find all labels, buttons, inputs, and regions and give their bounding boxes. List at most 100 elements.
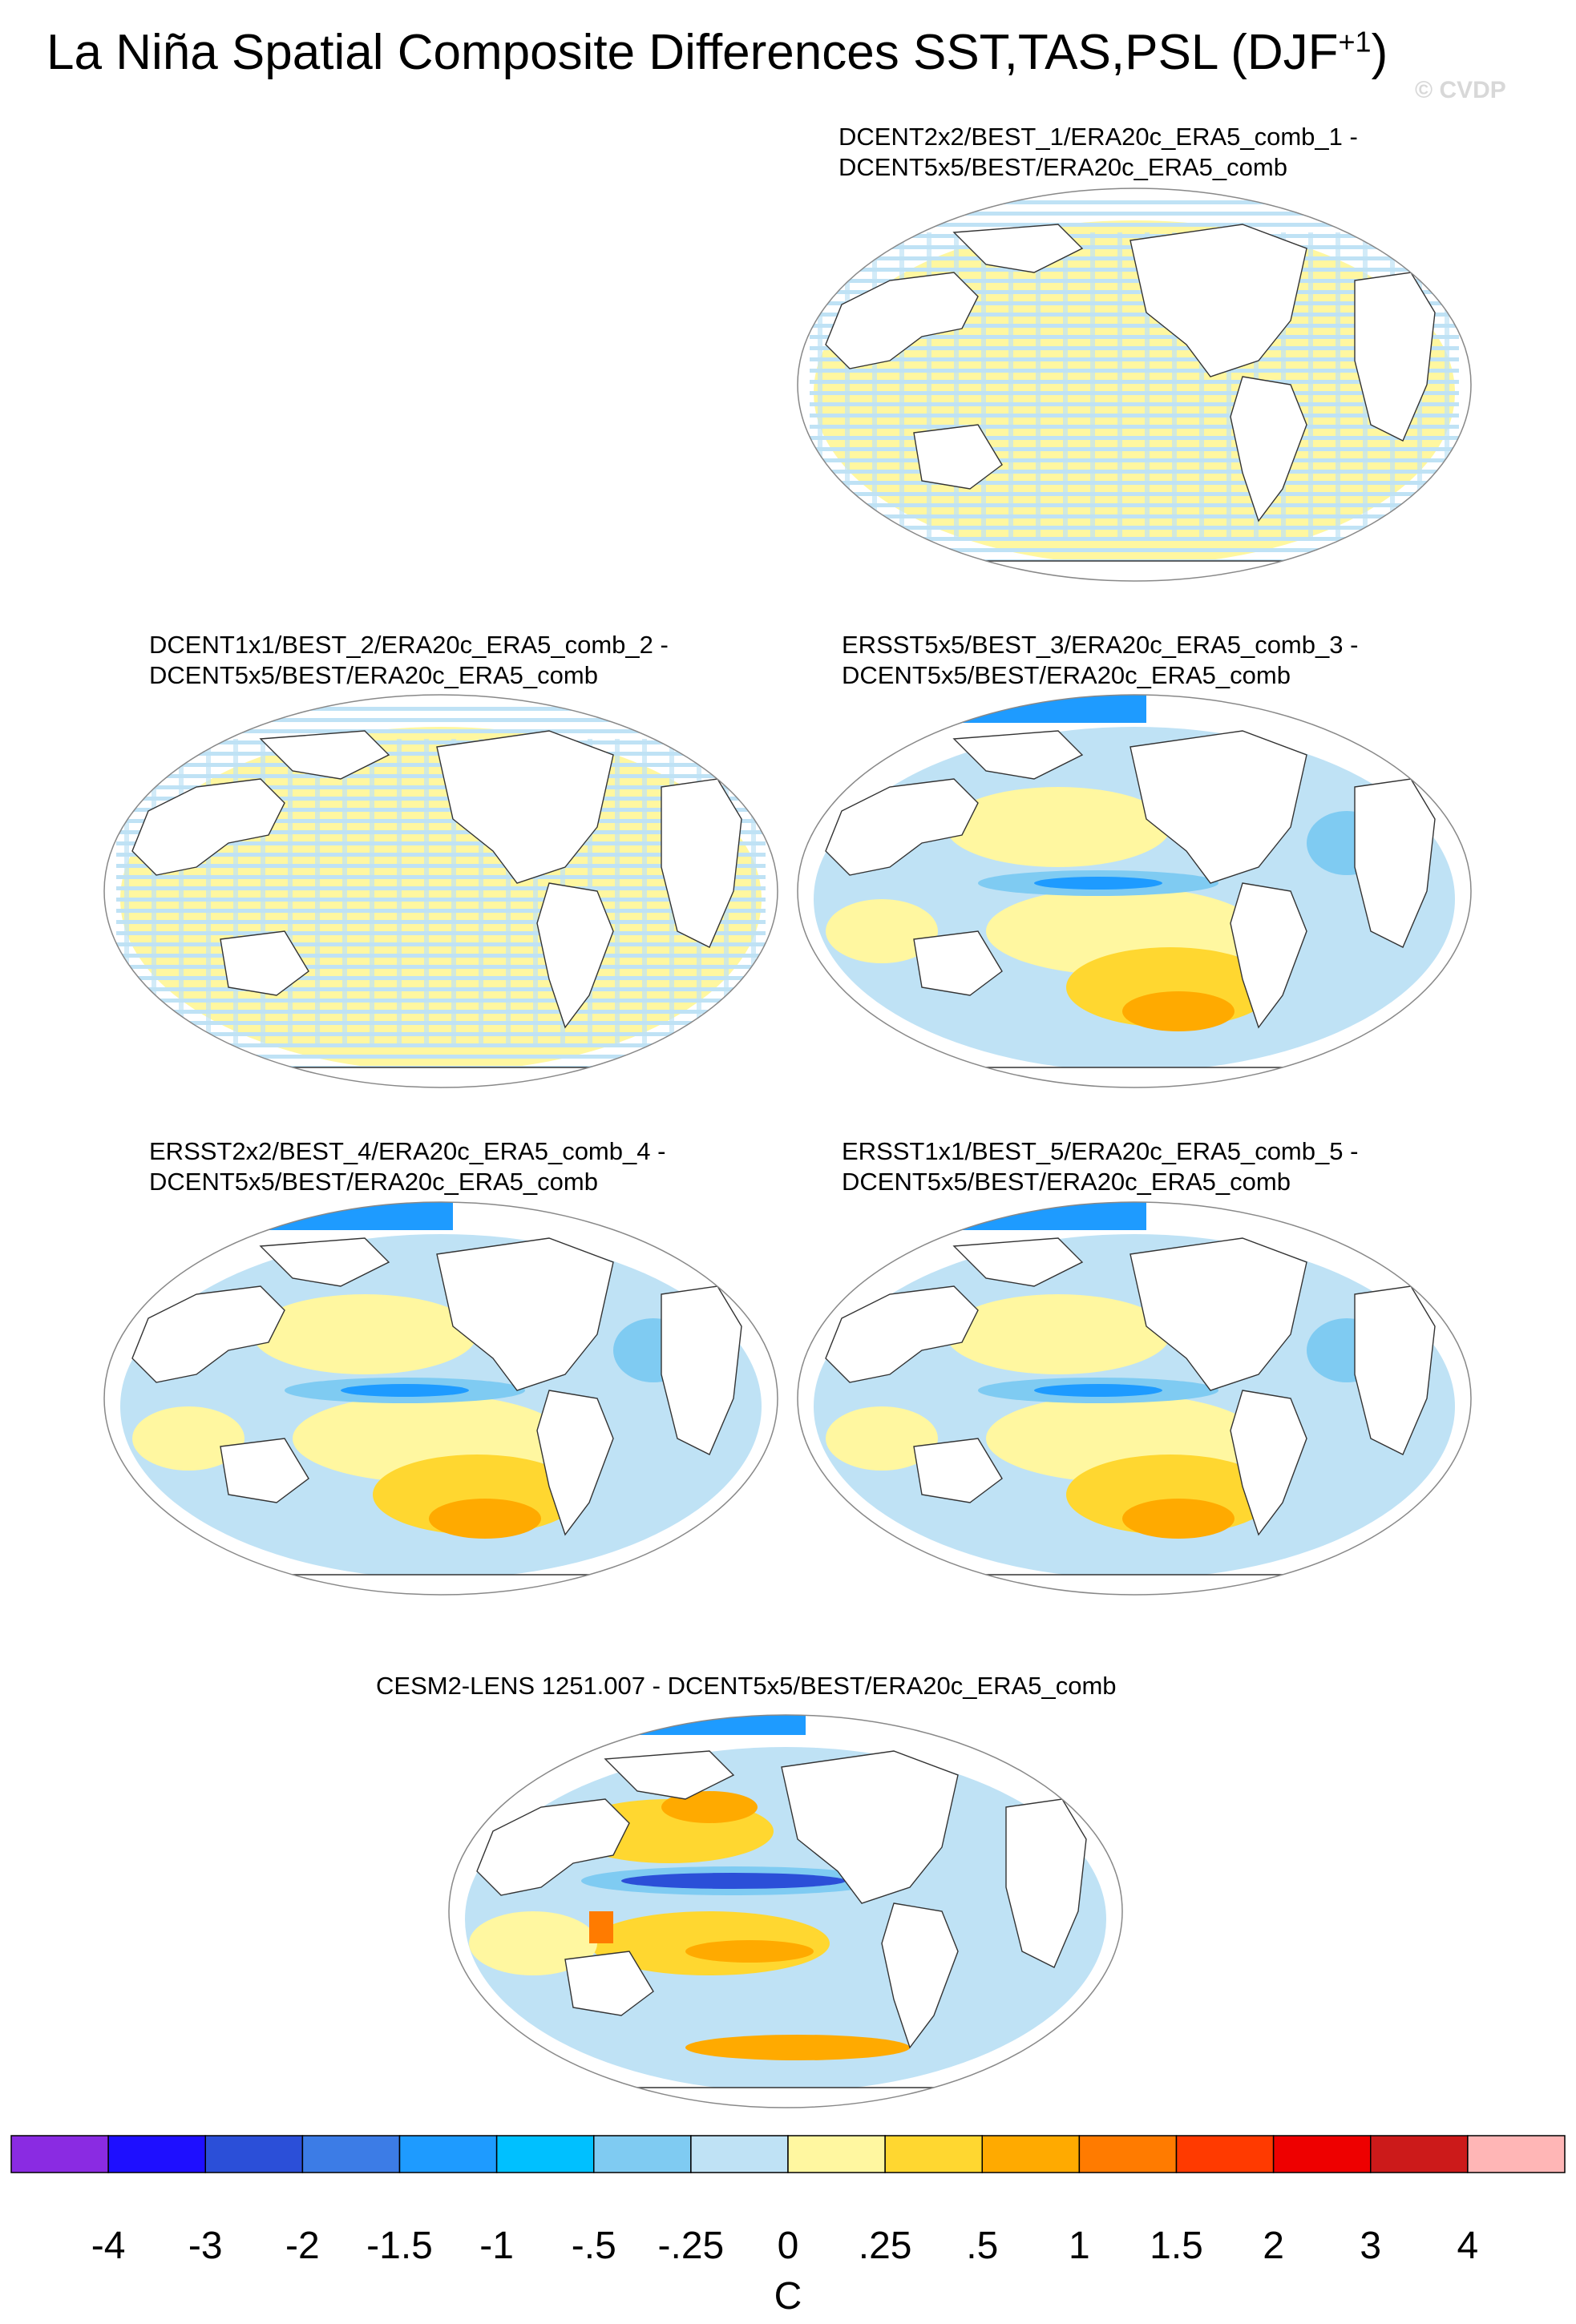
stripe: [1145, 232, 1150, 537]
land-mass: [1354, 1285, 1436, 1455]
stripe: [233, 739, 238, 1043]
stripe: [810, 346, 1459, 350]
stripe: [810, 391, 1459, 395]
stripe: [810, 503, 1459, 507]
colorbar: [10, 2135, 1566, 2173]
land-mass: [952, 224, 1084, 273]
colorbar-tick-label: 3: [1360, 2225, 1382, 2267]
colorbar-box-3: [301, 2135, 401, 2173]
colorbar-box-5: [495, 2135, 595, 2173]
stripe: [479, 739, 483, 1043]
stripe: [116, 718, 766, 722]
map-field-4: [798, 1202, 1471, 1595]
anomaly-blob: [132, 1406, 244, 1471]
colorbar-box-11: [1078, 2135, 1178, 2173]
land-mass: [476, 1798, 630, 1896]
stripe: [506, 739, 511, 1043]
stripe: [116, 707, 766, 711]
land-mass: [1230, 882, 1307, 1029]
anomaly-blob: [1034, 1384, 1162, 1397]
land-mass: [1230, 376, 1307, 522]
land-mass: [220, 1438, 309, 1503]
stripe: [751, 739, 756, 1043]
stripe: [116, 785, 766, 789]
colorbar-box-4: [398, 2135, 498, 2173]
stripe: [1336, 232, 1340, 537]
stripe: [116, 886, 766, 890]
colorbar-box-0: [10, 2135, 109, 2173]
land-mass: [1129, 730, 1307, 884]
stripe: [116, 819, 766, 823]
stripe: [810, 380, 1459, 384]
colorbar-box-15: [1467, 2135, 1566, 2173]
stripe: [810, 447, 1459, 451]
colorbar-tick-label: 2: [1263, 2225, 1284, 2267]
stripe: [116, 841, 766, 845]
stripe: [116, 1032, 766, 1036]
stripe: [927, 232, 931, 537]
colorbar-tick-label: -.5: [571, 2225, 616, 2267]
colorbar-tick-label: -4: [91, 2225, 126, 2267]
stripe: [810, 200, 1459, 204]
stripe: [899, 232, 904, 537]
title-superscript: +1: [1338, 25, 1372, 59]
land-mass: [436, 1237, 614, 1391]
colorbar-tick-label: .25: [858, 2225, 912, 2267]
land-mass: [825, 778, 979, 876]
colorbar-tick-label: 0: [777, 2225, 799, 2267]
panel-1-title: DCENT2x2/BEST_1/ERA20c_ERA5_comb_1 - DCE…: [839, 122, 1358, 183]
stripe: [116, 774, 766, 778]
stripe: [124, 739, 129, 1043]
stripe: [1472, 232, 1477, 537]
stripe: [810, 268, 1459, 272]
land-mass: [1005, 1798, 1087, 1968]
stripe: [810, 526, 1459, 530]
stripe: [116, 740, 766, 744]
colorbar-tick-label: -2: [285, 2225, 320, 2267]
colorbar-box-2: [204, 2135, 304, 2173]
stripe: [1199, 232, 1204, 537]
colorbar-tick-label: 1.5: [1150, 2225, 1203, 2267]
stripe: [152, 739, 156, 1043]
stripe: [810, 458, 1459, 462]
colorbar-box-6: [593, 2135, 692, 2173]
stripe: [1090, 232, 1095, 537]
stripe: [116, 830, 766, 834]
panel-5-title-line1: ERSST1x1/BEST_5/ERA20c_ERA5_comb_5 -: [842, 1137, 1359, 1165]
panel-2-title-line1: DCENT1x1/BEST_2/ERA20c_ERA5_comb_2 -: [149, 631, 669, 659]
panel-4-map: [103, 1201, 778, 1596]
land-mass: [825, 1285, 979, 1383]
stripe: [810, 470, 1459, 474]
stripe: [810, 223, 1459, 227]
stripe: [315, 739, 320, 1043]
land-mass: [1129, 1237, 1307, 1391]
map-outline: [797, 694, 1472, 1088]
panel-3-title: ERSST5x5/BEST_3/ERA20c_ERA5_comb_3 - DCE…: [842, 630, 1358, 691]
land-mass: [436, 730, 614, 884]
stripe: [451, 739, 456, 1043]
cvdp-watermark: © CVDP: [1415, 77, 1506, 103]
land-mass: [913, 930, 1003, 996]
stripe: [810, 212, 1459, 216]
stripe: [116, 1055, 766, 1059]
land-mass: [1230, 1390, 1307, 1536]
colorbar-box-10: [981, 2135, 1081, 2173]
map-outline: [103, 694, 778, 1088]
stripe: [397, 739, 402, 1043]
colorbar-tick-label: -1.5: [366, 2225, 433, 2267]
stripe: [810, 481, 1459, 485]
land-mass: [881, 1902, 959, 2049]
colorbar-box-13: [1272, 2135, 1372, 2173]
stripe: [179, 739, 184, 1043]
stripe: [1008, 232, 1013, 537]
panel-4-title-line2: DCENT5x5/BEST/ERA20c_ERA5_comb: [149, 1168, 598, 1196]
map-outline: [448, 1714, 1123, 2108]
stripe: [116, 931, 766, 935]
stripe: [116, 1043, 766, 1047]
map-field-0: [798, 188, 1477, 581]
anomaly-blob: [589, 1911, 613, 1943]
stripe: [1226, 232, 1231, 537]
figure-title: La Niña Spatial Composite Differences SS…: [46, 24, 1388, 81]
panel-4-title-line1: ERSST2x2/BEST_4/ERA20c_ERA5_comb_4 -: [149, 1137, 666, 1165]
map-field-2: [798, 695, 1471, 1087]
